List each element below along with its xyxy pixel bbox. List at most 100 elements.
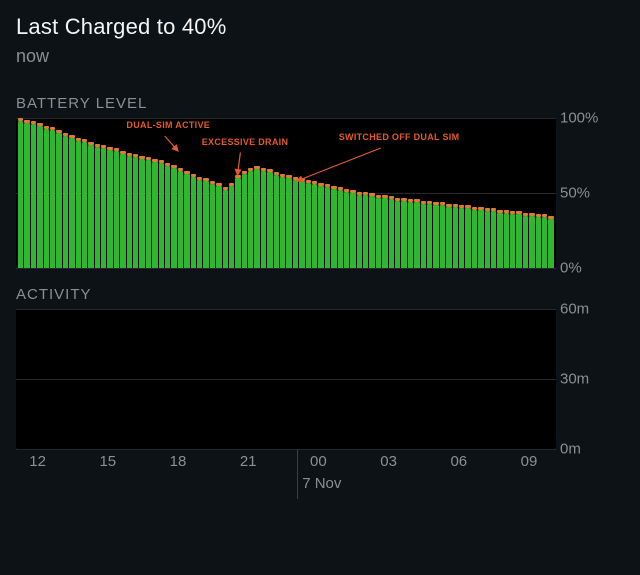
battery-bar bbox=[465, 208, 470, 268]
battery-bar bbox=[497, 213, 502, 269]
page-title: Last Charged to 40% bbox=[16, 14, 624, 40]
battery-bar bbox=[56, 133, 61, 268]
battery-bar bbox=[82, 142, 87, 268]
battery-y-tick: 0% bbox=[560, 260, 582, 277]
battery-bar bbox=[529, 216, 534, 269]
battery-bar bbox=[63, 136, 68, 268]
battery-bar bbox=[401, 201, 406, 269]
battery-bar bbox=[440, 205, 445, 268]
battery-bar bbox=[191, 177, 196, 269]
battery-bar bbox=[44, 129, 49, 269]
battery-bar bbox=[510, 214, 515, 268]
battery-bar bbox=[312, 184, 317, 268]
battery-bar bbox=[548, 219, 553, 269]
battery-bar bbox=[363, 195, 368, 269]
battery-bar bbox=[50, 130, 55, 268]
battery-y-tick: 50% bbox=[560, 185, 590, 202]
battery-bar bbox=[446, 207, 451, 269]
battery-bar bbox=[523, 216, 528, 269]
battery-bar bbox=[485, 211, 490, 268]
battery-bar bbox=[325, 187, 330, 268]
battery-bar bbox=[516, 214, 521, 268]
battery-bar bbox=[210, 184, 215, 268]
battery-bar bbox=[31, 124, 36, 268]
battery-bar bbox=[318, 186, 323, 269]
battery-bar bbox=[338, 190, 343, 268]
x-tick: 21 bbox=[240, 453, 257, 470]
battery-bar bbox=[331, 189, 336, 269]
battery-bar bbox=[306, 183, 311, 269]
activity-y-tick: 0m bbox=[560, 441, 581, 458]
battery-chart-area: DUAL-SIM ACTIVEEXCESSIVE DRAINSWITCHED O… bbox=[16, 118, 556, 268]
x-tick: 06 bbox=[450, 453, 467, 470]
battery-bar bbox=[107, 150, 112, 269]
battery-bar bbox=[216, 186, 221, 269]
activity-y-axis: 0m30m60m bbox=[560, 309, 614, 449]
battery-bar bbox=[472, 210, 477, 269]
battery-bar bbox=[293, 180, 298, 269]
battery-bar bbox=[152, 162, 157, 269]
battery-bar bbox=[299, 181, 304, 268]
battery-bar bbox=[536, 217, 541, 268]
x-tick: 18 bbox=[170, 453, 187, 470]
battery-bar bbox=[184, 174, 189, 269]
battery-bar bbox=[223, 190, 228, 268]
activity-bars bbox=[16, 309, 556, 449]
battery-bar bbox=[427, 204, 432, 269]
battery-bars bbox=[16, 118, 556, 268]
x-tick: 12 bbox=[29, 453, 46, 470]
battery-bar bbox=[248, 171, 253, 269]
battery-section-label: BATTERY LEVEL bbox=[16, 95, 624, 112]
battery-bar bbox=[18, 121, 23, 268]
battery-bar bbox=[178, 171, 183, 269]
x-tick: 03 bbox=[380, 453, 397, 470]
x-tick: 00 bbox=[310, 453, 327, 470]
battery-bar bbox=[382, 198, 387, 269]
x-tick: 09 bbox=[521, 453, 538, 470]
battery-bar bbox=[421, 204, 426, 269]
activity-y-tick: 30m bbox=[560, 371, 589, 388]
battery-bar bbox=[165, 166, 170, 268]
battery-chart: DUAL-SIM ACTIVEEXCESSIVE DRAINSWITCHED O… bbox=[16, 118, 556, 268]
battery-bar bbox=[242, 174, 247, 269]
battery-bar bbox=[433, 205, 438, 268]
activity-section-label: ACTIVITY bbox=[16, 286, 624, 303]
battery-bar bbox=[88, 145, 93, 268]
x-day-separator bbox=[297, 449, 298, 499]
battery-bar bbox=[376, 198, 381, 269]
battery-bar bbox=[95, 147, 100, 269]
battery-bar bbox=[491, 211, 496, 268]
battery-bar bbox=[478, 210, 483, 269]
battery-bar bbox=[139, 159, 144, 269]
battery-bar bbox=[459, 208, 464, 268]
battery-bar bbox=[453, 207, 458, 269]
x-date-label: 7 Nov bbox=[302, 475, 341, 492]
battery-bar bbox=[203, 181, 208, 268]
activity-y-tick: 60m bbox=[560, 301, 589, 318]
battery-bar bbox=[357, 195, 362, 269]
battery-bar bbox=[37, 126, 42, 269]
battery-bar bbox=[69, 138, 74, 269]
battery-bar bbox=[101, 148, 106, 268]
battery-bar bbox=[267, 172, 272, 268]
battery-y-axis: 0%50%100% bbox=[560, 118, 614, 268]
battery-bar bbox=[229, 186, 234, 269]
battery-bar bbox=[274, 175, 279, 268]
battery-bar bbox=[235, 178, 240, 268]
battery-bar bbox=[146, 160, 151, 268]
battery-bar bbox=[254, 169, 259, 268]
battery-bar bbox=[114, 151, 119, 268]
battery-bar bbox=[24, 123, 29, 269]
battery-bar bbox=[504, 213, 509, 269]
battery-bar bbox=[159, 163, 164, 268]
battery-bar bbox=[369, 196, 374, 268]
battery-bar bbox=[344, 192, 349, 269]
battery-bar bbox=[286, 178, 291, 268]
page-subtitle: now bbox=[16, 46, 624, 67]
activity-chart: 0m30m60m bbox=[16, 309, 556, 449]
battery-bar bbox=[350, 193, 355, 268]
battery-bar bbox=[76, 141, 81, 269]
battery-bar bbox=[395, 201, 400, 269]
battery-bar bbox=[542, 217, 547, 268]
battery-bar bbox=[171, 168, 176, 269]
